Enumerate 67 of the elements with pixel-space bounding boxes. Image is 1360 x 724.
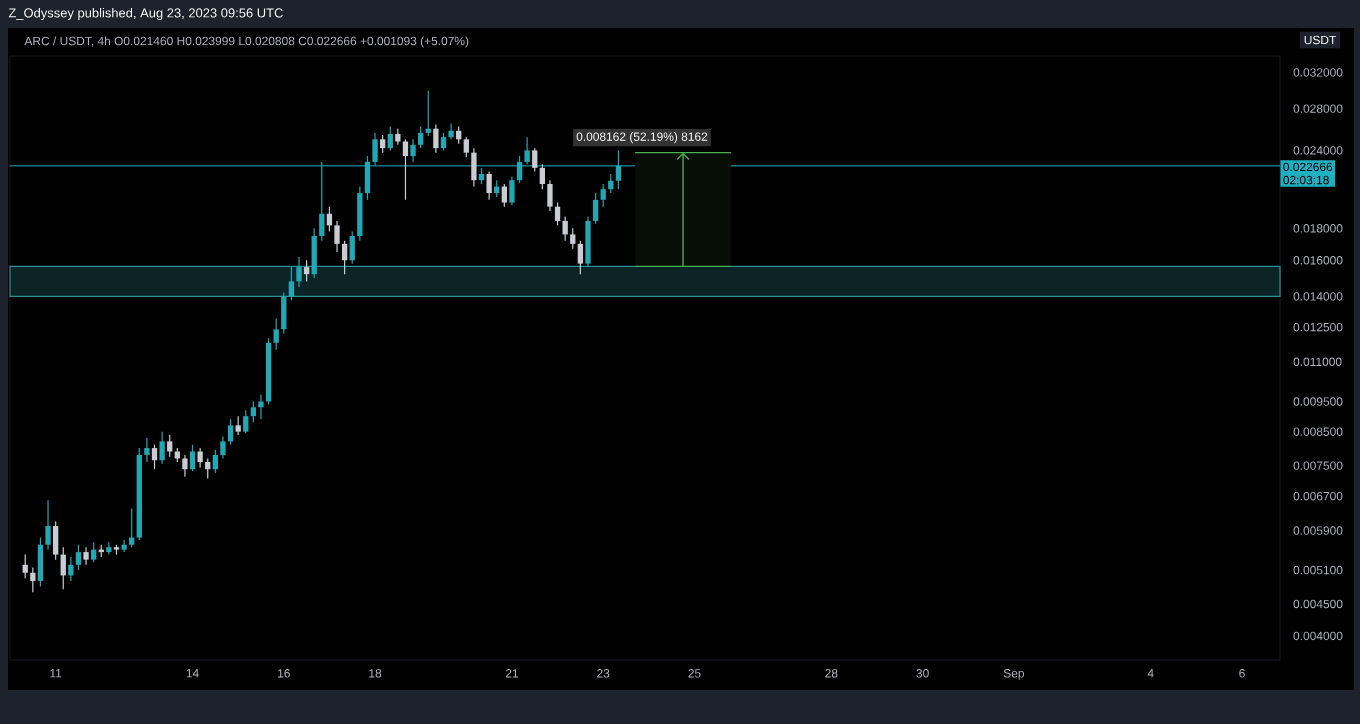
candlestick: [341, 240, 348, 275]
candlestick: [532, 147, 538, 173]
candlestick: [22, 553, 28, 579]
candlestick: [167, 434, 173, 458]
candlestick: [349, 230, 355, 265]
candlestick: [448, 122, 454, 140]
candlestick: [30, 566, 36, 593]
candlestick: [418, 126, 424, 149]
candlestick: [509, 175, 515, 206]
candlestick: [144, 437, 150, 463]
candlestick: [577, 240, 584, 275]
candlestick: [562, 215, 568, 242]
candlestick: [592, 192, 599, 225]
candlestick: [303, 259, 310, 282]
candlestick: [212, 449, 218, 474]
candlestick: [334, 220, 340, 253]
candlestick: [151, 444, 158, 470]
candlestick: [372, 132, 378, 167]
candlestick: [129, 507, 135, 548]
candlestick: [182, 454, 188, 478]
candlestick: [281, 291, 287, 335]
candlestick: [250, 400, 257, 423]
candlestick: [425, 90, 431, 137]
candlestick: [106, 541, 112, 556]
candlestick: [433, 123, 439, 154]
candlestick: [554, 201, 561, 226]
candlestick: [91, 541, 97, 563]
candlestick: [273, 318, 279, 351]
candlestick: [501, 183, 507, 208]
candlestick: [585, 215, 591, 268]
candlestick: [357, 185, 363, 242]
candlestick: [402, 138, 409, 201]
candlestick: [364, 155, 371, 201]
candlestick: [463, 136, 469, 158]
candlestick: [189, 444, 196, 472]
candlestick: [471, 147, 477, 188]
candlestick: [258, 393, 264, 420]
candlestick: [387, 126, 393, 151]
candlestick: [288, 266, 295, 301]
candlestick: [75, 544, 82, 571]
candlestick: [319, 161, 325, 242]
candlestick: [547, 179, 553, 212]
candlestick: [45, 499, 51, 551]
candlestick: [296, 256, 302, 288]
candlestick: [410, 138, 416, 163]
candlestick: [68, 556, 74, 582]
candlestick: [197, 447, 203, 469]
candlestick: [205, 457, 211, 480]
candlestick: [311, 227, 317, 279]
candlestick: [570, 227, 576, 250]
candlestick: [121, 539, 127, 553]
candlestick: [159, 431, 165, 465]
candlestick: [539, 163, 546, 190]
candlestick: [615, 149, 622, 190]
candlestick: [524, 136, 530, 165]
candlestick: [220, 435, 226, 460]
candlestick: [60, 546, 66, 590]
candlestick: [37, 536, 44, 588]
candlestick: [516, 155, 523, 184]
candlestick: [395, 128, 401, 146]
candlestick: [83, 546, 89, 566]
candlestick: [235, 415, 241, 436]
candlestick: [600, 183, 606, 208]
candlestick: [486, 170, 492, 201]
candlestick: [227, 418, 234, 446]
candlestick: [52, 520, 59, 561]
candlestick: [243, 409, 249, 434]
